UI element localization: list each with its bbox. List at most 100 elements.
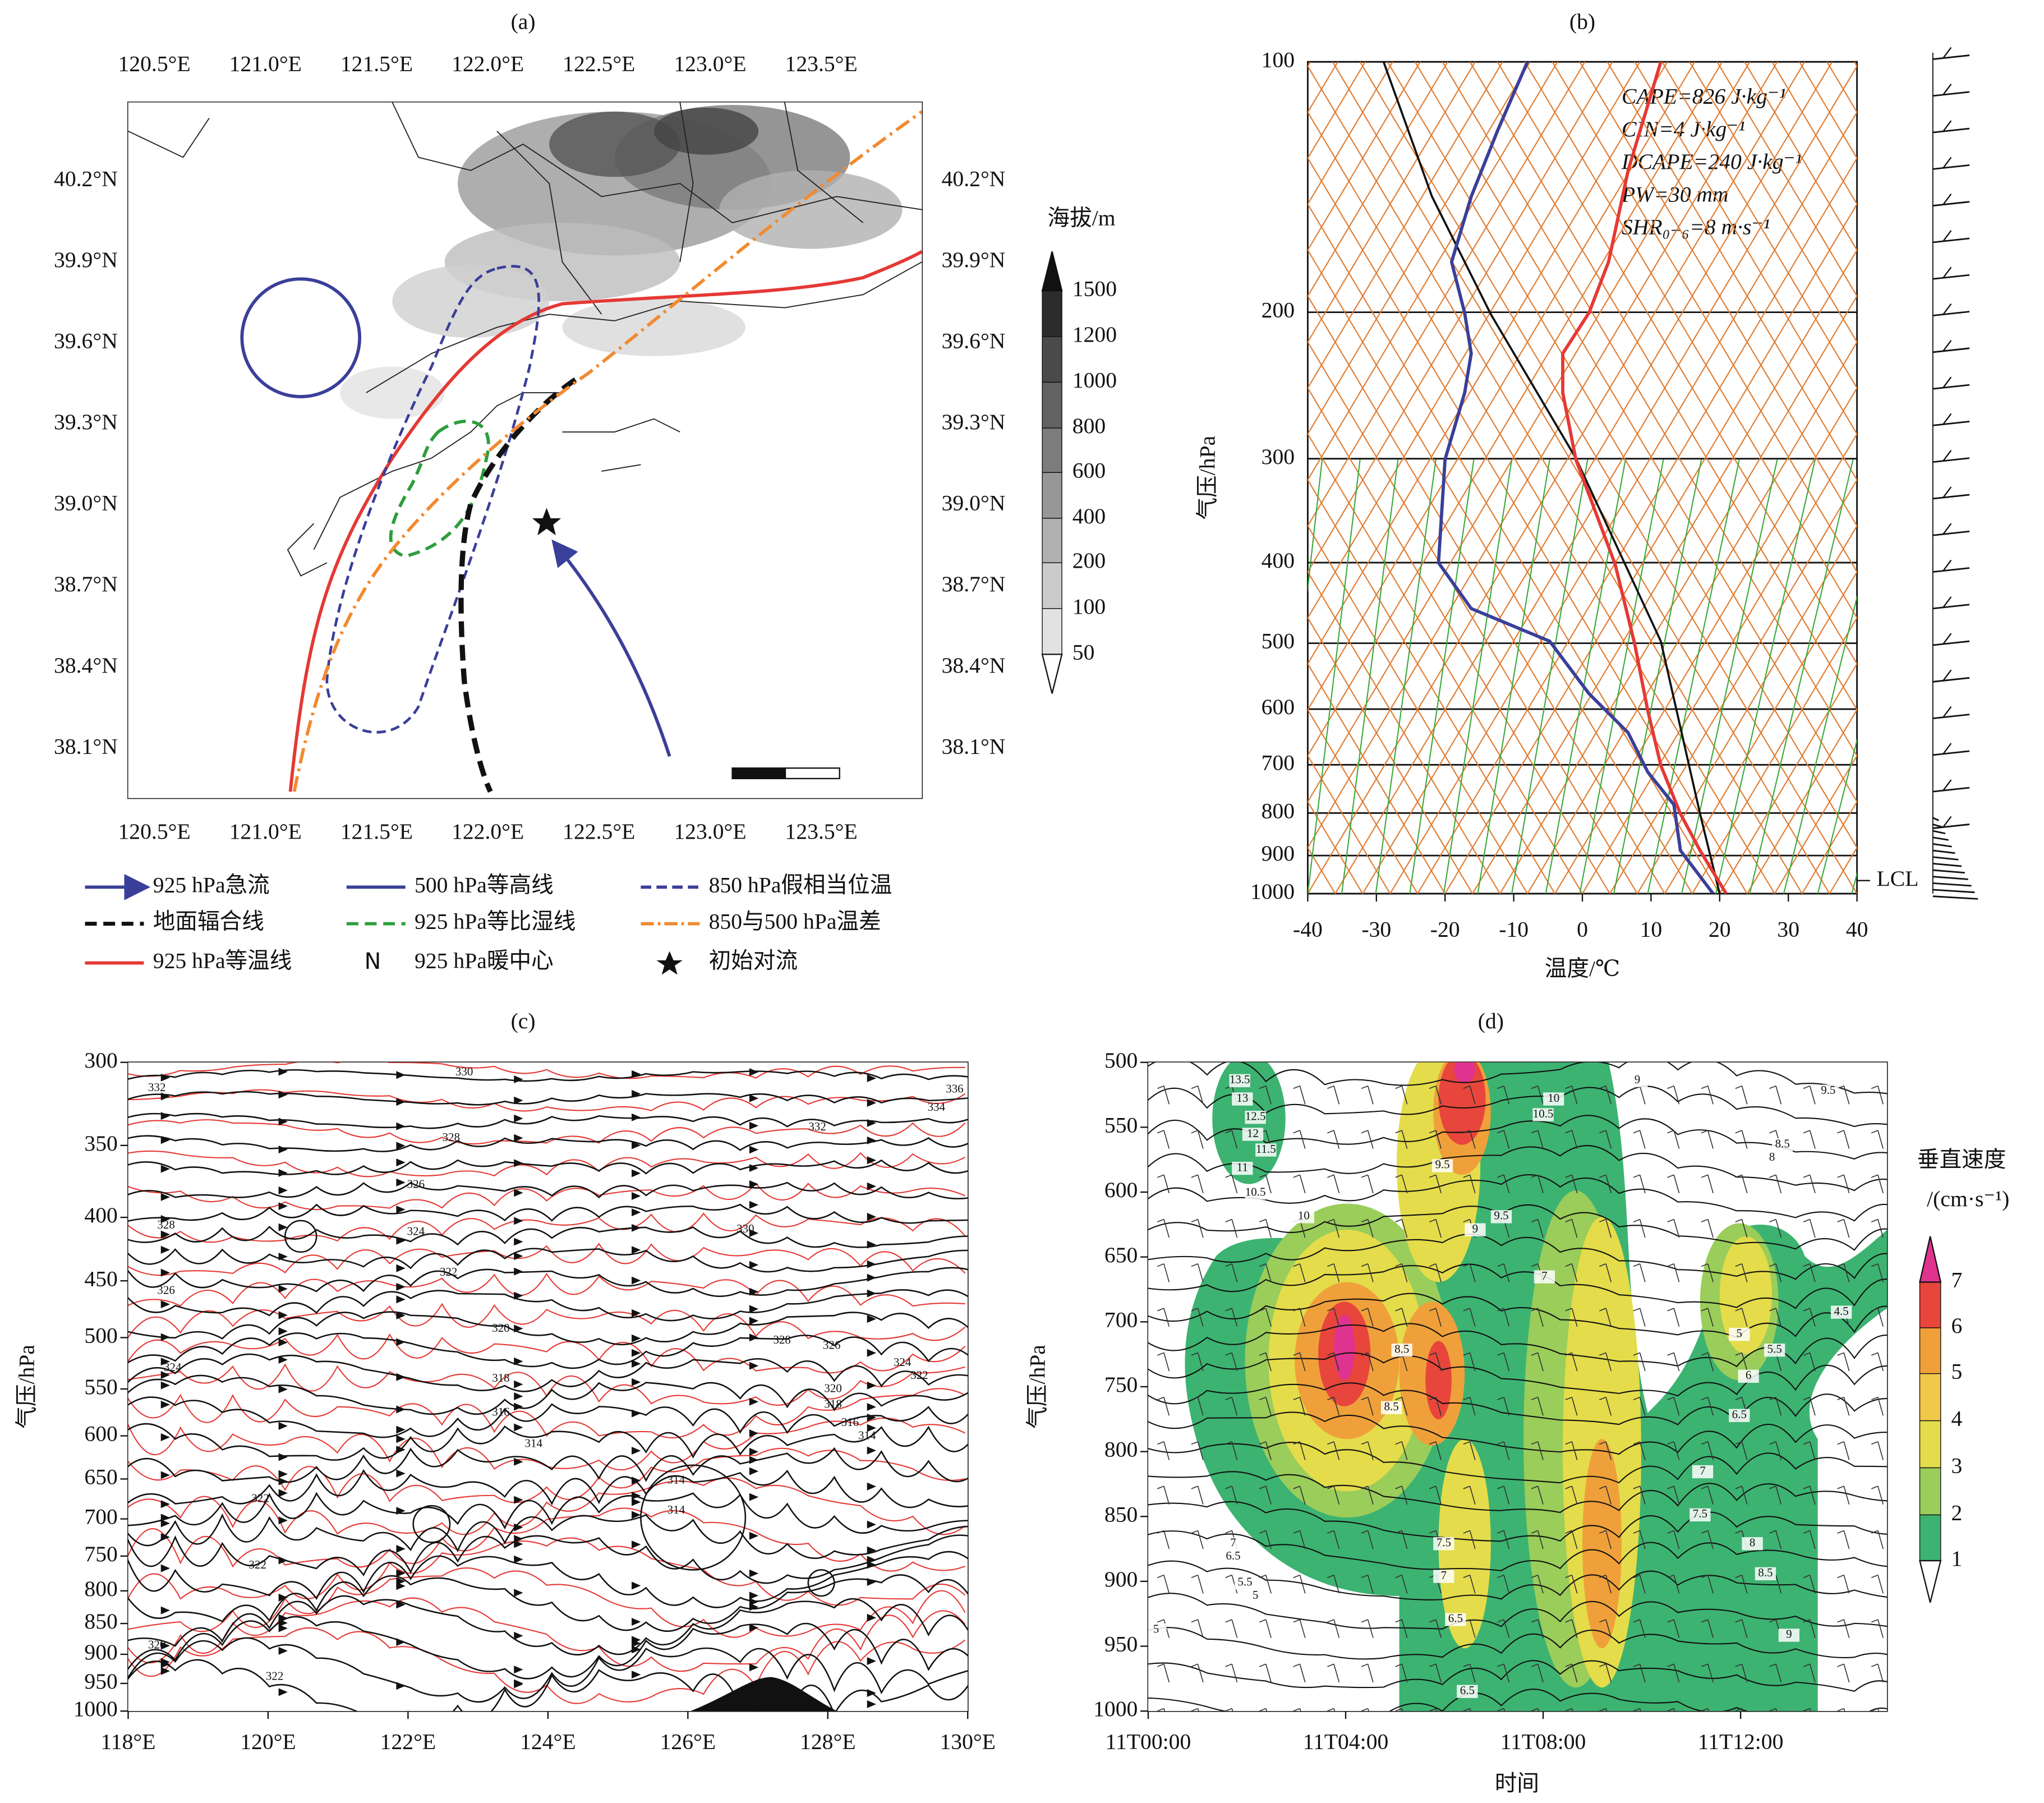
wind-barb (1367, 1086, 1374, 1105)
wind-barb (1565, 1574, 1572, 1579)
wind-barb (1401, 1308, 1408, 1327)
stream-arrow (396, 1600, 406, 1609)
isotherm (1308, 62, 1668, 665)
stream-arrow (514, 1291, 523, 1300)
wind-barb (1537, 1530, 1544, 1549)
label-bg (1445, 1613, 1466, 1626)
isotherm (1994, 62, 2044, 894)
stream-arrow (160, 1471, 171, 1479)
wind-barb (1871, 1708, 1879, 1712)
wind-barb (1877, 1663, 1884, 1683)
wind-barb (1191, 1352, 1198, 1356)
dry-adiabat (1771, 62, 1857, 205)
stream-arrow (632, 1409, 641, 1418)
wind-barb (1932, 714, 1970, 719)
isentrope (128, 1303, 966, 1341)
dry-adiabat (1308, 65, 1803, 894)
wind-barb (1259, 1619, 1267, 1623)
wind-barb (1871, 1441, 1879, 1445)
wind-barb (1469, 1575, 1476, 1594)
shading (1582, 1439, 1622, 1649)
wind-barb (1639, 1263, 1646, 1282)
streamline (128, 1551, 968, 1608)
stream-arrow (514, 1631, 523, 1640)
wind-barb (1401, 1130, 1408, 1149)
x-tick-label: 30 (1777, 917, 1799, 942)
dry-adiabat (1308, 479, 1555, 894)
stream-arrow (514, 1159, 523, 1167)
wind-barb (1469, 1175, 1476, 1194)
contour-label: 8.5 (1394, 1342, 1409, 1355)
wind-barb (1932, 843, 1952, 848)
wind-barb (1327, 1174, 1334, 1178)
stream-arrow (867, 1119, 877, 1127)
wind-barb (1932, 677, 1970, 683)
wind-barb (1809, 1663, 1816, 1683)
wind-barb (1157, 1308, 1164, 1312)
isentrope (1148, 1411, 1888, 1455)
wind-barb (1673, 1175, 1680, 1194)
wind-barb (1531, 1663, 1539, 1667)
wind-barb (1463, 1663, 1470, 1667)
dry-adiabat (1308, 525, 1528, 894)
wind-barb (1605, 1530, 1612, 1549)
wind-barb (1435, 1441, 1442, 1460)
isotherm (2022, 62, 2044, 894)
wind-barb (1932, 237, 1970, 243)
x-tick-label: 40 (1846, 917, 1868, 942)
wind-barb (1667, 1441, 1674, 1445)
wind-barb (1837, 1130, 1844, 1134)
y-tick-label: 550 (1104, 1112, 1138, 1137)
wind-barb (1463, 1308, 1470, 1312)
y-tick-label: 500 (1104, 1048, 1138, 1073)
wind-barb (1599, 1663, 1606, 1667)
wind-barb (1497, 1085, 1504, 1089)
wind-barb (1395, 1574, 1402, 1579)
stream-arrow (396, 1638, 406, 1646)
stream-arrow (514, 1134, 523, 1142)
wind-barb (1435, 1397, 1442, 1416)
contour-label: 324 (164, 1360, 182, 1374)
isentrope (1148, 1627, 1888, 1660)
contour-label: 11 (1237, 1160, 1248, 1174)
contour-label: 12.5 (1245, 1109, 1266, 1123)
wind-barb (1361, 1574, 1368, 1579)
wind-barb (1327, 1619, 1334, 1623)
wind-barb (1367, 1175, 1374, 1194)
coastline (287, 418, 680, 577)
stream-arrow (749, 1592, 759, 1600)
shading (1425, 1341, 1452, 1420)
stream-arrow (514, 1666, 523, 1674)
stream-arrow (867, 1613, 877, 1622)
wind-barb (1157, 1663, 1164, 1667)
wind-barb (1197, 1397, 1204, 1416)
streamline (128, 1574, 968, 1632)
wind-barb (1265, 1308, 1272, 1327)
isotherm (1801, 801, 1857, 894)
stream-arrow (514, 1680, 523, 1689)
contour-label: 320 (492, 1321, 509, 1335)
wind-barb (1673, 1263, 1680, 1282)
wind-barb (1775, 1175, 1782, 1194)
wind-barb (1942, 633, 1952, 645)
lat-tick-label: 39.6°N (54, 329, 118, 353)
vortex (807, 1569, 835, 1597)
wind-barb (1871, 1218, 1879, 1222)
moist-adiabat (1749, 459, 1854, 894)
isotherm (1967, 62, 2044, 894)
wind-barb (1775, 1308, 1782, 1327)
isotherm (1389, 111, 1857, 894)
wind-barb (1769, 1174, 1776, 1178)
wind-barb (1197, 1086, 1204, 1105)
wind-barb (1259, 1663, 1267, 1667)
isentrope (1148, 1233, 1888, 1280)
wind-barb (1503, 1130, 1510, 1149)
lat-tick-label: 39.9°N (942, 247, 1006, 272)
wind-barb (1231, 1175, 1238, 1194)
wind-barb (1293, 1174, 1300, 1178)
wind-barb (1429, 1308, 1437, 1312)
wind-barb (1673, 1130, 1680, 1149)
stream-arrow (632, 1089, 641, 1098)
coastline (313, 392, 563, 550)
